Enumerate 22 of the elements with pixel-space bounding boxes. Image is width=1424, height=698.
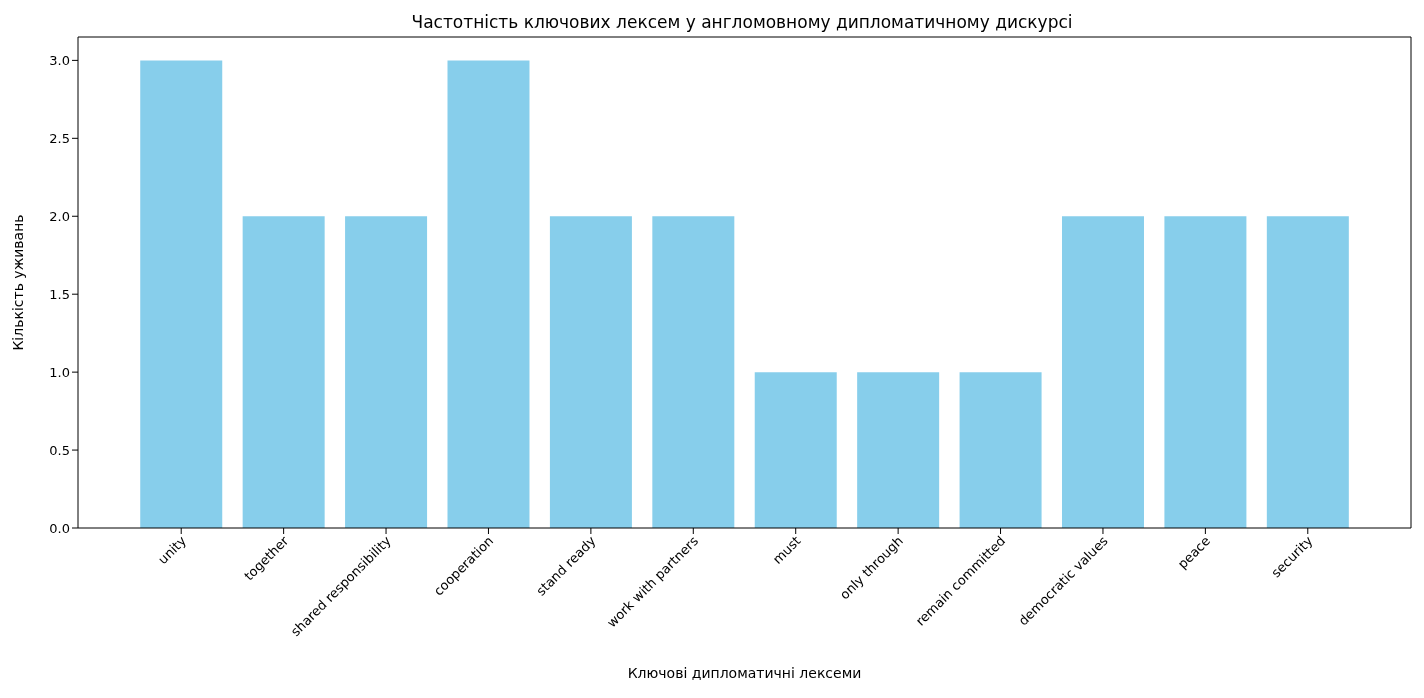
x-axis-title: Ключові дипломатичні лексеми [627,665,862,681]
bar [1266,216,1349,528]
bar [754,372,837,528]
bar [959,372,1042,528]
chart-title: Частотність ключових лексем у англомовному дипломатичному дискурсі [410,11,1074,34]
bar [857,372,940,528]
bar [1061,216,1144,528]
y-tick-label: 2.0 [49,208,70,224]
y-tick-label: 0.0 [49,520,70,536]
bar [242,216,325,528]
bar [549,216,632,528]
y-tick-label: 0.5 [49,442,70,458]
y-axis-title: Кількість уживань [9,214,26,351]
y-tick-label: 3.0 [49,53,70,68]
bar [140,60,223,528]
y-tick-label: 2.5 [49,130,70,146]
bar [652,216,735,528]
y-tick-label: 1.5 [49,286,70,302]
bar [1164,216,1247,528]
bar [447,60,530,528]
bar [345,216,428,528]
y-tick-label: 1.0 [49,364,70,380]
